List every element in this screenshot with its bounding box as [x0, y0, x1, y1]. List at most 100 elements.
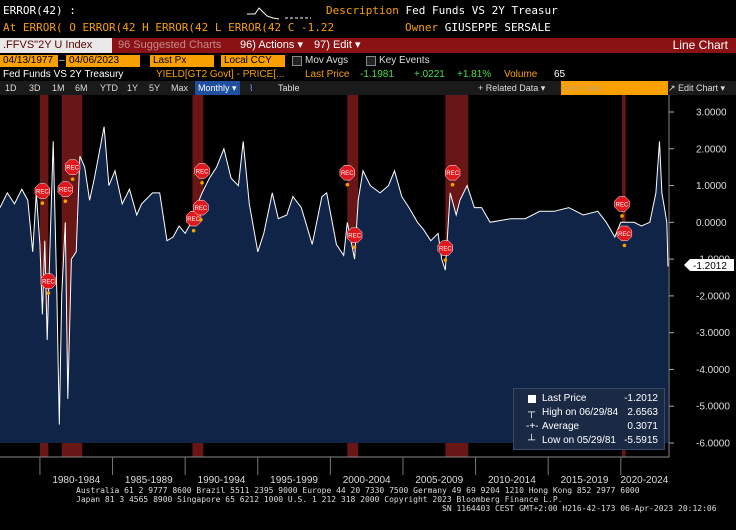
stats-last-row: Last Price -1.2012 [518, 392, 660, 405]
series-area [0, 126, 668, 443]
control-bar: 1D 3D 1M 6M YTD 1Y 5Y Max Monthly ▾ ⌇ Ta… [0, 81, 736, 95]
last-value-text: -1.2012 [693, 261, 727, 272]
table-button[interactable]: Table [278, 83, 300, 93]
rec-marker[interactable]: REC [34, 183, 50, 205]
rec-marker[interactable]: REC [437, 240, 453, 262]
rec-marker[interactable]: REC [64, 159, 81, 181]
edit-menu[interactable]: 97) Edit ▾ [314, 39, 361, 51]
related-data-menu[interactable]: + Related Data ▾ [478, 83, 546, 93]
edit-chart-menu[interactable]: ↗ Edit Chart ▾ [668, 83, 726, 93]
period-1m[interactable]: 1M [52, 83, 65, 93]
rec-marker-label: REC [42, 280, 55, 286]
y-tick-label: -3.0000 [696, 328, 730, 339]
rec-marker-label: REC [341, 171, 354, 177]
footer: Australia 61 2 9777 8600 Brazil 5511 239… [0, 486, 736, 530]
date-bar: 04/13/1977 – 04/06/2023 Last Px Local CC… [0, 54, 736, 68]
recession-markers: REC REC REC REC REC REC REC REC REC REC REC REC REC [34, 159, 633, 295]
low-marker-icon: ┴ [528, 435, 536, 446]
price-field-select[interactable]: Last Px [150, 55, 214, 67]
owner-value: GIUSEPPE SERSALE [444, 21, 551, 34]
x-tick-label: 2005-2009 [415, 475, 463, 486]
y-tick-label: 3.0000 [696, 108, 727, 119]
sparkline-icon [247, 7, 311, 20]
footer-line-1: Australia 61 2 9777 8600 Brazil 5511 239… [76, 486, 640, 495]
x-axis: 1980-1984 1985-1989 1990-1994 1995-1999 2000… [0, 456, 669, 486]
security-colon: : [69, 4, 76, 17]
key-events-label: Key Events [379, 55, 430, 66]
actions-menu[interactable]: 96) Actions ▾ [240, 39, 303, 51]
end-date-field[interactable]: 04/06/2023 [66, 55, 140, 67]
rec-marker-dot [70, 177, 75, 181]
stats-high-label: High on 06/29/84 [542, 407, 619, 418]
rec-marker-label: REC [616, 202, 629, 208]
high-marker-icon: ┬ [528, 407, 536, 418]
ticker-field[interactable]: .FFVS"2Y U Index [0, 38, 112, 53]
suggested-charts-button[interactable]: 96 Suggested Charts [118, 39, 222, 51]
frequency-select[interactable]: Monthly ▾ [195, 81, 240, 95]
view-title: Line Chart [672, 38, 728, 52]
stats-high-value: 2.6563 [627, 407, 658, 418]
stats-avg-row: -+- Average 0.3071 [518, 420, 660, 433]
rec-marker-label: REC [439, 247, 452, 253]
rec-marker-label: REC [195, 206, 208, 212]
add-data-input[interactable]: Add Data [561, 81, 668, 95]
period-1d[interactable]: 1D [5, 83, 17, 93]
title-bar: ERROR(42) : Description Fed Funds VS 2Y … [0, 0, 736, 38]
currency-select[interactable]: Local CCY [221, 55, 285, 67]
legend-title: Fed Funds VS 2Y Treasury [3, 69, 124, 80]
rec-marker-label: REC [36, 190, 49, 196]
rec-marker-label: REC [348, 234, 361, 240]
date-separator-icon: – [59, 55, 65, 66]
rec-marker[interactable]: REC [185, 211, 202, 233]
period-max[interactable]: Max [171, 83, 189, 93]
footer-line-3: SN 1164403 CEST GMT+2:00 H216-42-173 06-… [442, 504, 717, 513]
rec-marker-label: REC [59, 188, 72, 194]
period-6m[interactable]: 6M [75, 83, 88, 93]
rec-marker-dot [345, 182, 350, 187]
rec-marker[interactable]: REC [616, 225, 633, 248]
period-1y[interactable]: 1Y [127, 83, 139, 93]
rec-marker[interactable]: REC [40, 273, 57, 295]
rec-marker[interactable]: REC [57, 181, 73, 204]
rec-marker[interactable]: REC [444, 165, 461, 187]
y-tick-label: -5.0000 [696, 402, 730, 413]
period-5y[interactable]: 5Y [149, 83, 161, 93]
stats-avg-label: Average [542, 421, 580, 432]
footer-line-2: Japan 81 3 4565 8900 Singapore 65 6212 1… [76, 495, 563, 504]
rec-marker[interactable]: REC [193, 199, 209, 222]
rec-marker-dot [620, 214, 624, 218]
rec-marker[interactable]: REC [194, 163, 210, 185]
period-3d[interactable]: 3D [29, 83, 41, 93]
stats-high-row: ┬ High on 06/29/84 2.6563 [518, 406, 660, 419]
stats-avg-value: 0.3071 [627, 421, 658, 432]
legend-pct: +1.81% [457, 69, 492, 80]
x-tick-label: 1990-1994 [198, 475, 246, 486]
stats-low-row: ┴ Low on 05/29/81 -5.5915 [518, 434, 660, 447]
stats-panel: Last Price -1.2012 ┬ High on 06/29/84 2.… [513, 388, 665, 450]
last-price-swatch-icon [528, 395, 536, 403]
owner-label: Owner [405, 21, 439, 34]
x-tick-label: 1985-1989 [125, 475, 173, 486]
rec-marker-label: REC [446, 171, 459, 177]
key-events-checkbox[interactable] [366, 56, 376, 66]
rec-marker[interactable]: REC [346, 227, 363, 250]
description-value: Fed Funds VS 2Y Treasur [405, 4, 558, 17]
rec-marker-label: REC [66, 166, 79, 172]
start-date-field[interactable]: 04/13/1977 [0, 55, 58, 67]
legend-fields: YIELD[GT2 Govt] - PRICE[... [156, 69, 285, 80]
rec-marker[interactable]: REC [614, 196, 630, 218]
rec-marker-label: REC [187, 217, 200, 223]
security-label: ERROR(42) [3, 4, 63, 17]
chart-legend: Fed Funds VS 2Y Treasury YIELD[GT2 Govt]… [0, 68, 736, 81]
stats-last-value: -1.2012 [624, 393, 658, 404]
description-label: Description [326, 4, 399, 17]
y-tick-label: -6.0000 [696, 439, 730, 450]
y-tick-label: 2.0000 [696, 144, 727, 155]
x-tick-label: 2015-2019 [561, 475, 609, 486]
chart-type-icon[interactable]: ⌇ [249, 83, 254, 93]
legend-volume-label: Volume [504, 69, 538, 80]
rec-marker[interactable]: REC [339, 165, 355, 187]
rec-marker-dot [622, 243, 627, 248]
mov-avgs-checkbox[interactable] [292, 56, 302, 66]
period-ytd[interactable]: YTD [100, 83, 118, 93]
